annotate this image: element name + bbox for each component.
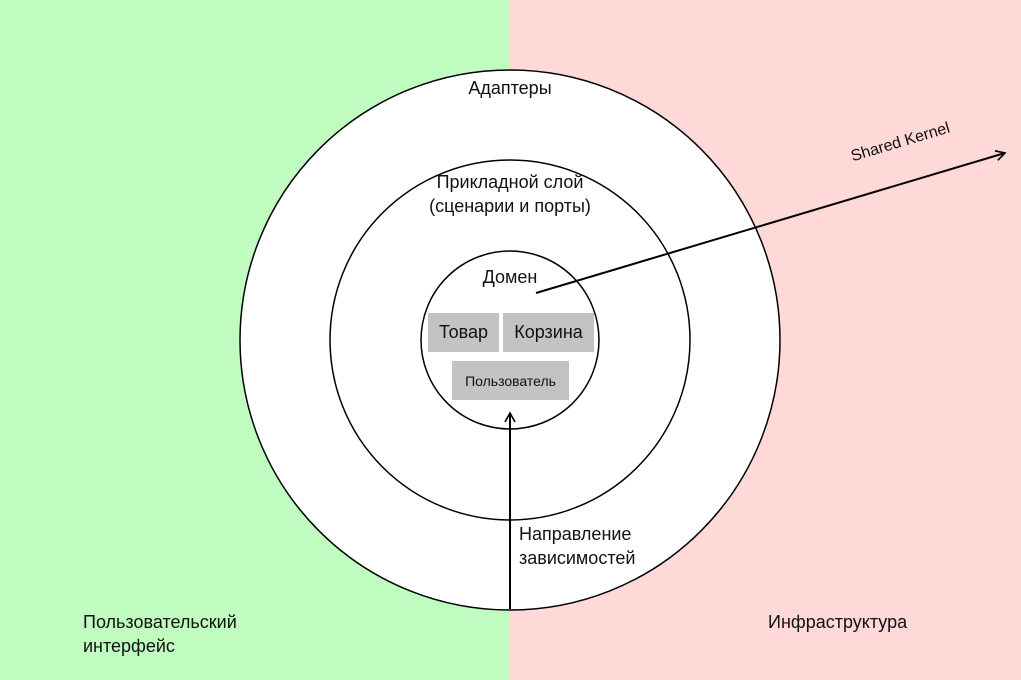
entity-cart: Корзина: [503, 313, 594, 352]
dependency-label-line1: Направление: [519, 524, 632, 544]
adapters-label: Адаптеры: [468, 78, 552, 98]
application-label-line2: (сценарии и порты): [429, 196, 591, 216]
application-label-line1: Прикладной слой: [436, 172, 584, 192]
domain-label: Домен: [482, 267, 538, 287]
infrastructure-region-label: Инфраструктура: [768, 612, 908, 632]
ui-region-label: Пользовательский интерфейс: [83, 612, 237, 656]
dependency-label-line2: зависимостей: [519, 548, 636, 568]
shared-kernel-arrow: [535, 150, 1007, 294]
entity-product: Товар: [428, 313, 499, 352]
entity-user: Пользователь: [452, 361, 569, 400]
